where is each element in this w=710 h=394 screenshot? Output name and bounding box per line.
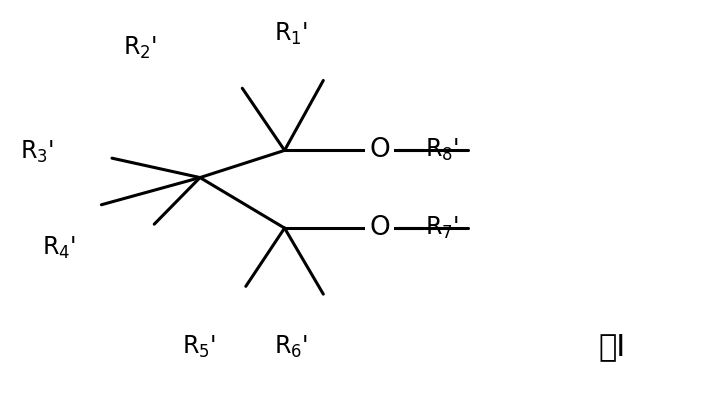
Text: R$_{3}$': R$_{3}$' [21, 139, 55, 165]
Text: R$_{2}$': R$_{2}$' [123, 34, 157, 61]
Text: R$_{5}$': R$_{5}$' [182, 333, 217, 360]
Text: R$_{4}$': R$_{4}$' [41, 234, 76, 260]
Text: R$_{6}$': R$_{6}$' [274, 333, 308, 360]
Text: O: O [369, 215, 390, 241]
Text: R$_{8}$': R$_{8}$' [425, 137, 459, 164]
Text: R$_{7}$': R$_{7}$' [425, 215, 459, 241]
Text: R$_{1}$': R$_{1}$' [274, 21, 308, 47]
Text: O: O [369, 138, 390, 164]
Text: 式I: 式I [598, 332, 626, 361]
